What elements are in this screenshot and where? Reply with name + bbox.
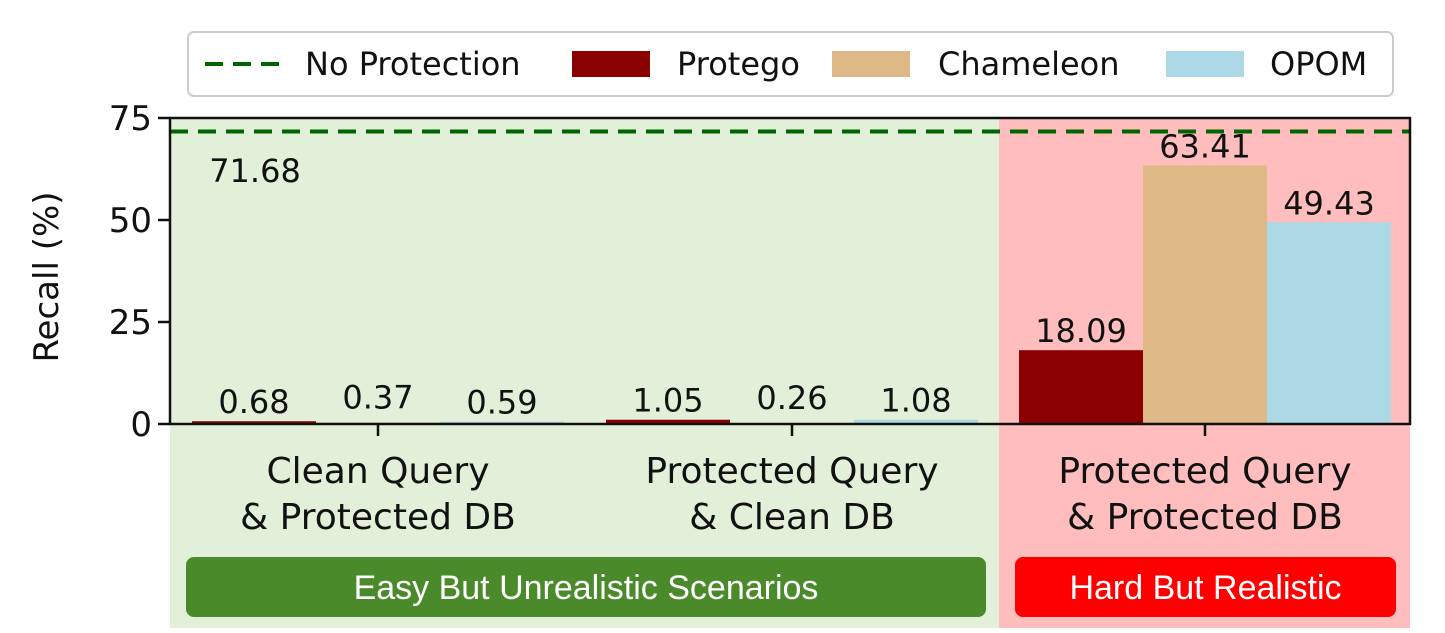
x-tick-label: Protected Query	[645, 451, 938, 492]
legend-swatch	[1166, 51, 1244, 77]
legend-box	[187, 31, 1394, 97]
bar-value-label: 63.41	[1159, 127, 1251, 165]
y-axis-label: Recall (%)	[27, 191, 67, 362]
x-tick-label: & Clean DB	[689, 497, 895, 538]
legend-label-no-protection: No Protection	[305, 45, 521, 83]
x-tick-label: & Protected DB	[240, 497, 516, 538]
bar-value-label: 1.05	[632, 382, 703, 420]
plot-frame	[168, 116, 1412, 426]
bar-value-label: 0.68	[218, 383, 289, 421]
region-badge-label: Easy But Unrealistic Scenarios	[354, 569, 819, 607]
bar	[1143, 165, 1267, 424]
y-tick-label: 75	[109, 99, 152, 139]
legend-label: OPOM	[1270, 45, 1367, 83]
x-tick-label: Protected Query	[1058, 451, 1351, 492]
region-badge	[186, 557, 986, 617]
bar-value-label: 0.59	[466, 384, 537, 422]
bar	[606, 419, 730, 424]
bar-value-label: 0.37	[342, 378, 413, 416]
no-protection-value-label: 71.68	[209, 152, 301, 190]
y-tick-label: 0	[130, 405, 152, 445]
region-badge-label: Hard But Realistic	[1069, 569, 1341, 607]
legend-swatch	[572, 51, 650, 77]
x-tick-label: & Protected DB	[1067, 497, 1343, 538]
bar	[192, 421, 316, 424]
bar-value-label: 18.09	[1035, 312, 1127, 350]
x-tick-label: Clean Query	[266, 451, 489, 492]
region-background	[170, 118, 999, 628]
y-tick-label: 50	[109, 201, 152, 241]
legend-label: Chameleon	[938, 45, 1120, 83]
legend-swatch	[832, 51, 910, 77]
y-tick-label: 25	[109, 303, 152, 343]
bar	[1267, 222, 1391, 424]
bar	[1019, 350, 1143, 424]
legend-label: Protego	[677, 45, 800, 83]
region-badge	[1015, 557, 1396, 617]
bar-value-label: 1.08	[880, 382, 951, 420]
bar	[854, 419, 978, 424]
bar-value-label: 0.26	[756, 379, 827, 417]
bar-value-label: 49.43	[1283, 184, 1375, 222]
